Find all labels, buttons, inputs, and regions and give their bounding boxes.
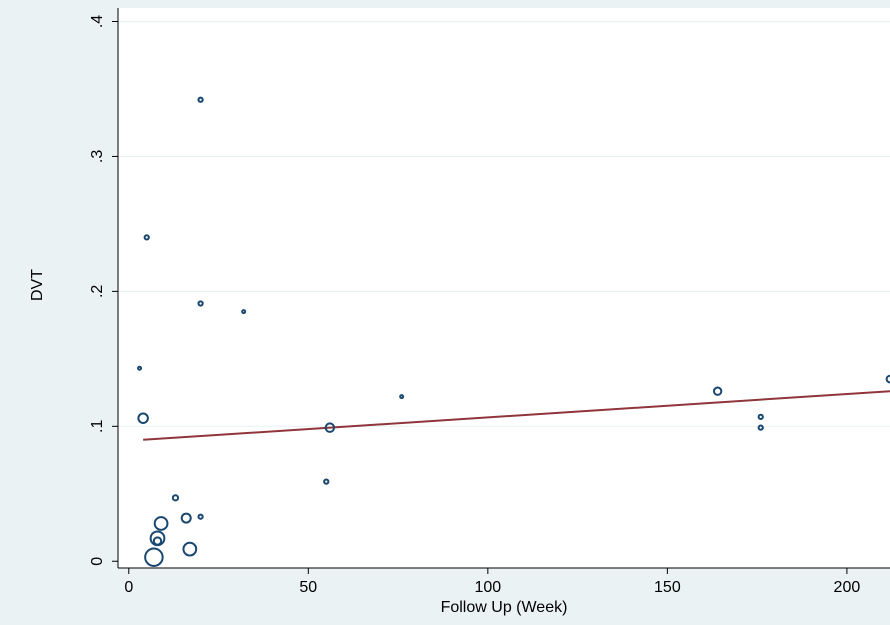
data-point: [323, 478, 330, 485]
data-points: [137, 96, 890, 567]
data-point: [137, 412, 149, 424]
data-point: [153, 516, 169, 531]
data-point: [182, 541, 198, 557]
x-tick-label: 100: [474, 579, 501, 596]
y-axis-title: DVT: [29, 269, 46, 301]
data-point: [144, 547, 164, 567]
y-tick-label: .2: [89, 285, 106, 298]
y-axis-ticks: 0 .1 .2 .3 .4: [89, 15, 118, 566]
data-point: [712, 386, 723, 396]
data-point: [180, 512, 192, 524]
data-point: [171, 494, 180, 502]
data-point: [197, 513, 204, 520]
data-point: [757, 424, 764, 431]
data-point: [152, 536, 163, 546]
x-axis-title: Follow Up (Week): [441, 599, 568, 616]
fit-line-group: [143, 390, 890, 441]
data-point: [757, 413, 764, 420]
x-tick-label: 150: [654, 579, 681, 596]
fit-line: [143, 390, 890, 441]
y-tick-label: 0: [89, 557, 106, 566]
data-point: [324, 422, 336, 433]
data-point: [399, 394, 405, 400]
data-point: [197, 96, 204, 103]
data-point: [241, 309, 247, 315]
data-point: [137, 365, 143, 371]
y-tick-label: .4: [89, 15, 106, 28]
y-tick-label: .1: [89, 420, 106, 433]
x-tick-label: 200: [834, 579, 861, 596]
x-axis-ticks: 0 50 100 150 200: [124, 568, 860, 596]
data-point: [197, 300, 204, 307]
y-tick-label: .3: [89, 150, 106, 163]
plot-area: [118, 8, 890, 568]
data-point: [143, 234, 150, 241]
x-tick-label: 50: [299, 579, 317, 596]
x-tick-label: 0: [124, 579, 133, 596]
